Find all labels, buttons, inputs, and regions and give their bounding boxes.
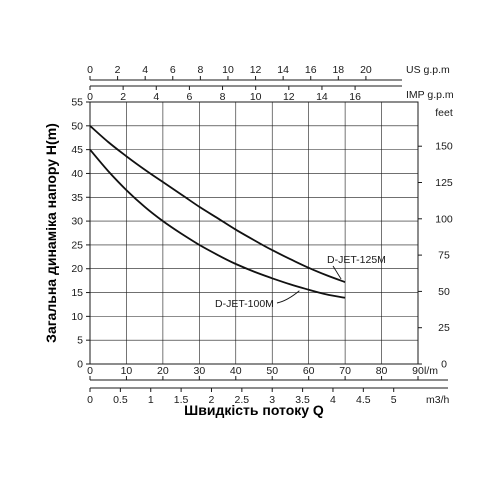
series-line-d-jet-100m [89, 149, 346, 299]
us-gpm-tick-label: 2 [115, 64, 121, 76]
series-label-d-jet-100m: D-JET-100M [215, 298, 274, 310]
y-tick-label: 30 [71, 216, 83, 228]
y-tick-label: 45 [71, 144, 83, 156]
labels: D-JET-125M D-JET-100M [215, 254, 386, 310]
feet-tick-label: 0 [441, 359, 447, 371]
y-axis-title: Загальна динаміка напору H(m) [43, 123, 59, 343]
us-gpm-tick-label: 0 [87, 64, 93, 76]
us-gpm-tick-label: 6 [170, 64, 176, 76]
feet-tick-label: 50 [438, 286, 450, 298]
lpm-tick-label: 10 [121, 365, 133, 377]
imp-gpm-tick-label: 16 [349, 91, 361, 103]
imp-gpm-tick-label: 8 [220, 91, 226, 103]
imp-gpm-tick-label: 12 [283, 91, 295, 103]
axes: 05101520253035404550550255075100125150fe… [71, 64, 454, 406]
us-gpm-tick-label: 12 [250, 64, 262, 76]
feet-tick-label: 25 [438, 322, 450, 334]
lpm-tick-label: 70 [339, 365, 351, 377]
lpm-tick-label: 40 [230, 365, 242, 377]
imp-gpm-unit-label: IMP g.p.m [406, 89, 454, 101]
imp-gpm-tick-label: 14 [316, 91, 328, 103]
m3h-tick-label: 3.5 [295, 394, 310, 406]
imp-gpm-tick-label: 2 [120, 91, 126, 103]
us-gpm-tick-label: 14 [277, 64, 289, 76]
lpm-tick-label: 0 [87, 365, 93, 377]
y-tick-label: 25 [71, 239, 83, 251]
lpm-tick-label: 80 [376, 365, 388, 377]
imp-gpm-tick-label: 6 [186, 91, 192, 103]
y-tick-label: 5 [77, 335, 83, 347]
us-gpm-tick-label: 18 [332, 64, 344, 76]
imp-gpm-tick-label: 10 [250, 91, 262, 103]
lpm-tick-label: 90 [412, 365, 424, 377]
grid [90, 102, 418, 364]
lpm-tick-label: 30 [193, 365, 205, 377]
series-line-d-jet-125m [89, 125, 346, 283]
m3h-tick-label: 4.5 [356, 394, 371, 406]
m3h-tick-label: 4 [330, 394, 336, 406]
m3h-tick-label: 2.5 [235, 394, 250, 406]
y-tick-label: 15 [71, 287, 83, 299]
imp-gpm-tick-label: 4 [153, 91, 159, 103]
us-gpm-tick-label: 10 [222, 64, 234, 76]
feet-tick-label: 125 [435, 177, 453, 189]
series-leader-d-jet-100m [276, 290, 300, 304]
m3h-tick-label: 3 [269, 394, 275, 406]
y-tick-label: 0 [77, 359, 83, 371]
us-gpm-tick-label: 16 [305, 64, 317, 76]
m3h-tick-label: 0 [87, 394, 93, 406]
y-tick-label: 10 [71, 311, 83, 323]
feet-unit-label: feet [435, 107, 453, 119]
lpm-tick-label: 60 [303, 365, 315, 377]
m3h-tick-label: 5 [391, 394, 397, 406]
series-label-d-jet-125m: D-JET-125M [327, 254, 386, 266]
us-gpm-tick-label: 20 [360, 64, 372, 76]
us-gpm-tick-label: 8 [197, 64, 203, 76]
feet-tick-label: 150 [435, 141, 453, 153]
us-gpm-tick-label: 4 [142, 64, 148, 76]
y-tick-label: 50 [71, 120, 83, 132]
m3h-unit-label: m3/h [426, 394, 450, 406]
lpm-tick-label: 50 [266, 365, 278, 377]
y-tick-label: 55 [71, 97, 83, 109]
feet-tick-label: 75 [438, 250, 450, 262]
m3h-tick-label: 2 [209, 394, 215, 406]
lpm-unit-label: l/m [424, 365, 438, 377]
series-leader-d-jet-125m [332, 265, 342, 280]
curves [89, 125, 346, 299]
imp-gpm-tick-label: 0 [87, 91, 93, 103]
m3h-tick-label: 1.5 [174, 394, 189, 406]
us-gpm-unit-label: US g.p.m [406, 64, 450, 76]
m3h-tick-label: 0.5 [113, 394, 128, 406]
y-tick-label: 40 [71, 168, 83, 180]
lpm-tick-label: 20 [157, 365, 169, 377]
y-tick-label: 35 [71, 192, 83, 204]
x-axis-title: Швидкість потоку Q [184, 402, 324, 418]
m3h-tick-label: 1 [148, 394, 154, 406]
feet-tick-label: 100 [435, 213, 453, 225]
y-tick-label: 20 [71, 263, 83, 275]
plot-frame [89, 101, 419, 365]
